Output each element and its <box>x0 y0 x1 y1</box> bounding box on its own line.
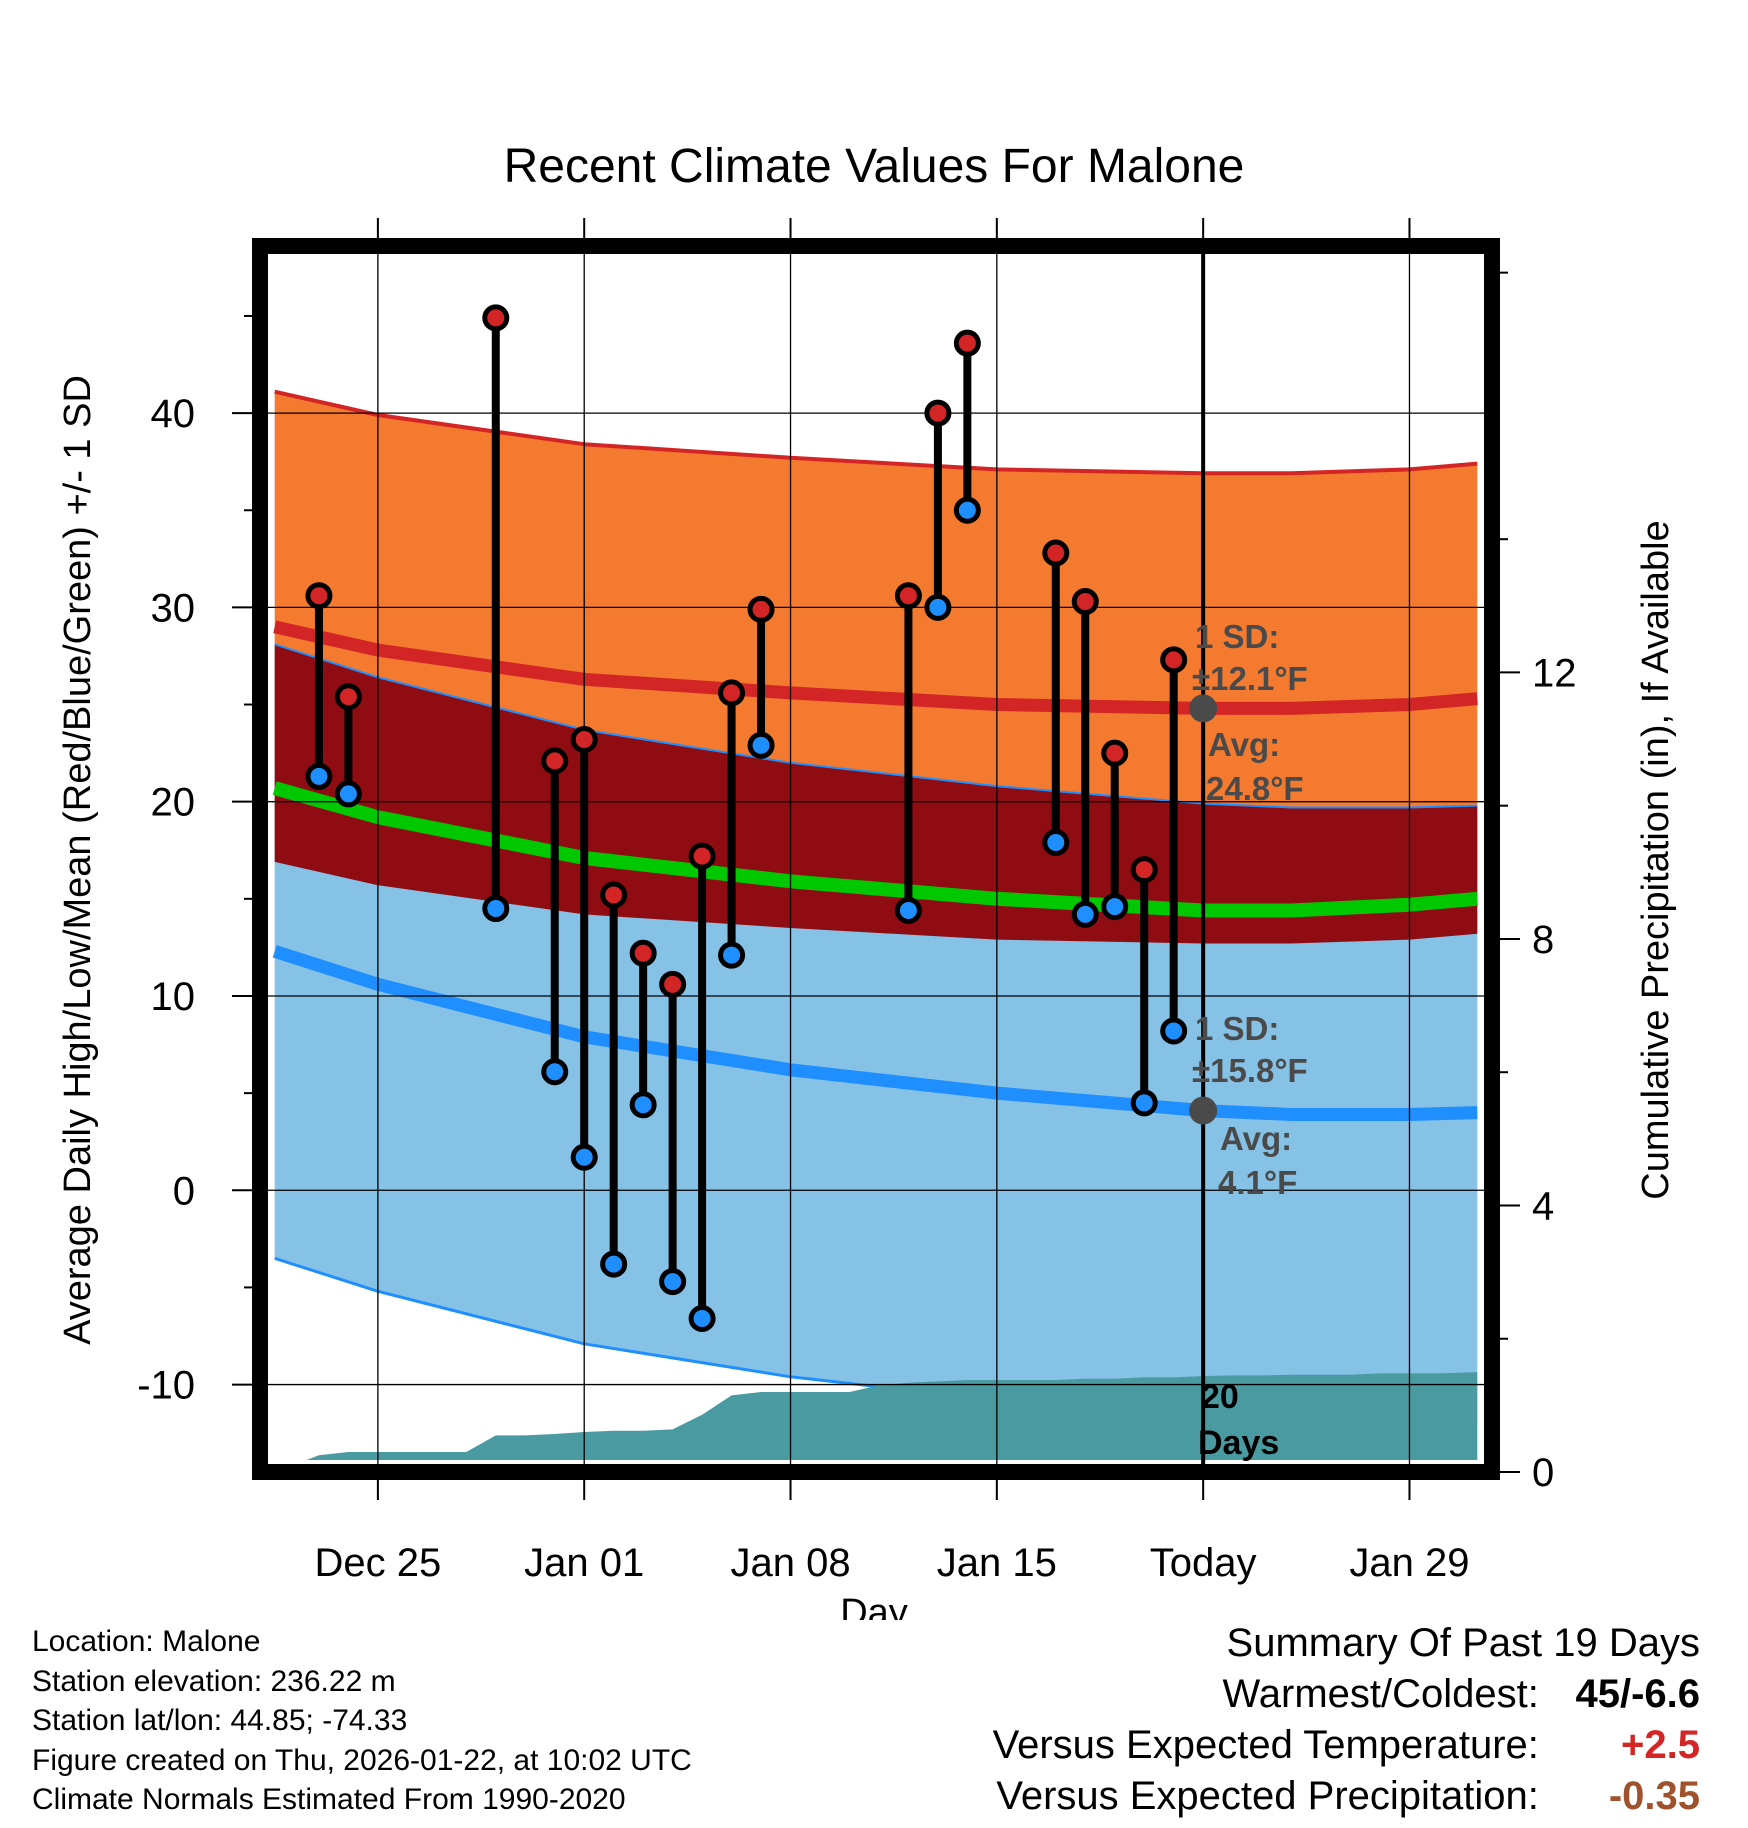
obs-high-dot <box>1042 539 1070 567</box>
summary-temp-row: Versus Expected Temperature: +2.5 <box>993 1720 1700 1771</box>
y-axis-label: Average Daily High/Low/Mean (Red/Blue/Gr… <box>57 375 99 1345</box>
obs-low-dot <box>1160 1017 1188 1045</box>
obs-low-dot <box>894 896 922 924</box>
obs-high-dot <box>1101 739 1129 767</box>
y-tick-label: 40 <box>151 392 196 436</box>
obs-high-dot <box>747 595 775 623</box>
created-text: Figure created on Thu, 2026-01-22, at 10… <box>32 1743 692 1777</box>
y-tick-label: 20 <box>151 781 196 825</box>
low-sd-value: ±15.8°F <box>1192 1052 1308 1089</box>
obs-low-dot <box>570 1143 598 1171</box>
obs-low-dot <box>953 496 981 524</box>
summary-precip-row: Versus Expected Precipitation: -0.35 <box>993 1771 1700 1822</box>
y-tick-label: -10 <box>137 1364 195 1408</box>
obs-low-dot <box>1130 1089 1158 1117</box>
today-low-avg-marker <box>1189 1096 1218 1125</box>
elevation-text: Station elevation: 236.22 m <box>32 1664 396 1698</box>
observation-marks <box>305 304 1218 1333</box>
y-tick-label: 10 <box>151 975 196 1019</box>
obs-high-dot <box>1071 588 1099 616</box>
x-tick-label: Jan 29 <box>1349 1541 1469 1585</box>
obs-high-dot <box>718 679 746 707</box>
y-tick-label: 0 <box>173 1169 195 1213</box>
obs-high-dot <box>305 582 333 610</box>
y2-tick-label: 4 <box>1532 1184 1554 1228</box>
x-tick-label: Jan 01 <box>524 1541 644 1585</box>
summary-panel: Summary Of Past 19 Days Warmest/Coldest:… <box>993 1618 1700 1822</box>
high-sd-value: ±12.1°F <box>1192 660 1308 697</box>
normals-text: Climate Normals Estimated From 1990-2020 <box>32 1783 626 1816</box>
obs-high-dot <box>570 726 598 754</box>
obs-low-dot <box>718 941 746 969</box>
y2-tick-label: 0 <box>1532 1451 1554 1495</box>
obs-high-dot <box>924 399 952 427</box>
obs-high-dot <box>541 747 569 775</box>
high-avg-label: Avg: <box>1208 726 1280 763</box>
obs-high-dot <box>1160 646 1188 674</box>
precip-days-number: 20 <box>1201 1378 1239 1416</box>
warmest-coldest-label: Warmest/Coldest: <box>1222 1672 1539 1716</box>
station-info: Location: Malone Station elevation: 236.… <box>32 1622 692 1820</box>
obs-low-dot <box>629 1091 657 1119</box>
climate-chart: Recent Climate Values For Malone 1 SD: ±… <box>57 140 1677 1620</box>
low-sd-label: 1 SD: <box>1195 1010 1279 1047</box>
obs-low-dot <box>924 593 952 621</box>
precip-departure-value: -0.35 <box>1608 1774 1700 1818</box>
obs-low-dot <box>305 762 333 790</box>
obs-low-dot <box>1071 900 1099 928</box>
obs-low-dot <box>688 1305 716 1333</box>
obs-low-dot <box>1042 828 1070 856</box>
high-avg-value: 24.8°F <box>1206 770 1304 807</box>
location-text: Location: Malone <box>32 1625 261 1658</box>
low-avg-label: Avg: <box>1220 1120 1292 1157</box>
obs-high-dot <box>334 683 362 711</box>
obs-high-dot <box>659 970 687 998</box>
warmest-coldest-value: 45/-6.6 <box>1575 1672 1700 1716</box>
plot-area <box>272 389 1478 1460</box>
obs-low-dot <box>1101 893 1129 921</box>
y2-tick-label: 8 <box>1532 918 1554 962</box>
x-tick-label: Jan 08 <box>730 1541 850 1585</box>
obs-low-dot <box>334 780 362 808</box>
obs-low-dot <box>541 1058 569 1086</box>
x-tick-label: Jan 15 <box>937 1541 1057 1585</box>
summary-warmest-coldest-row: Warmest/Coldest: 45/-6.6 <box>993 1669 1701 1720</box>
y-tick-label: 30 <box>151 586 196 630</box>
high-sd-label: 1 SD: <box>1195 618 1279 655</box>
temp-departure-value: +2.5 <box>1621 1723 1700 1767</box>
obs-high-dot <box>1130 856 1158 884</box>
plot-frame <box>252 238 1500 1480</box>
x-tick-label: Today <box>1150 1541 1257 1585</box>
obs-high-dot <box>894 582 922 610</box>
obs-high-dot <box>629 939 657 967</box>
x-axis-label: Day <box>840 1592 908 1620</box>
low-avg-value: 4.1°F <box>1218 1164 1297 1201</box>
obs-high-dot <box>953 329 981 357</box>
obs-low-dot <box>482 895 510 923</box>
grid-lines <box>260 246 1492 1472</box>
precip-departure-label: Versus Expected Precipitation: <box>996 1774 1539 1818</box>
today-high-avg-marker <box>1189 694 1218 723</box>
precip-days-word: Days <box>1198 1424 1279 1462</box>
x-tick-label: Dec 25 <box>315 1541 442 1585</box>
y2-tick-label: 12 <box>1532 651 1577 695</box>
precip-area <box>306 1372 1478 1460</box>
obs-low-dot <box>659 1268 687 1296</box>
obs-low-dot <box>600 1250 628 1278</box>
obs-high-dot <box>600 881 628 909</box>
latlon-text: Station lat/lon: 44.85; -74.33 <box>32 1704 408 1737</box>
chart-title: Recent Climate Values For Malone <box>504 140 1245 193</box>
annotations: 1 SD: ±12.1°F Avg: 24.8°F 1 SD: ±15.8°F … <box>1192 618 1308 1462</box>
summary-title: Summary Of Past 19 Days <box>1226 1621 1700 1665</box>
obs-low-dot <box>747 731 775 759</box>
axes: Dec 25 Jan 01 Jan 08 Jan 15 Today Jan 29 -10 0 1… <box>137 218 1577 1585</box>
obs-high-dot <box>688 842 716 870</box>
y2-axis-label: Cumulative Precipitation (in), If Availa… <box>1635 520 1677 1199</box>
obs-high-dot <box>482 304 510 332</box>
temp-departure-label: Versus Expected Temperature: <box>992 1723 1539 1767</box>
